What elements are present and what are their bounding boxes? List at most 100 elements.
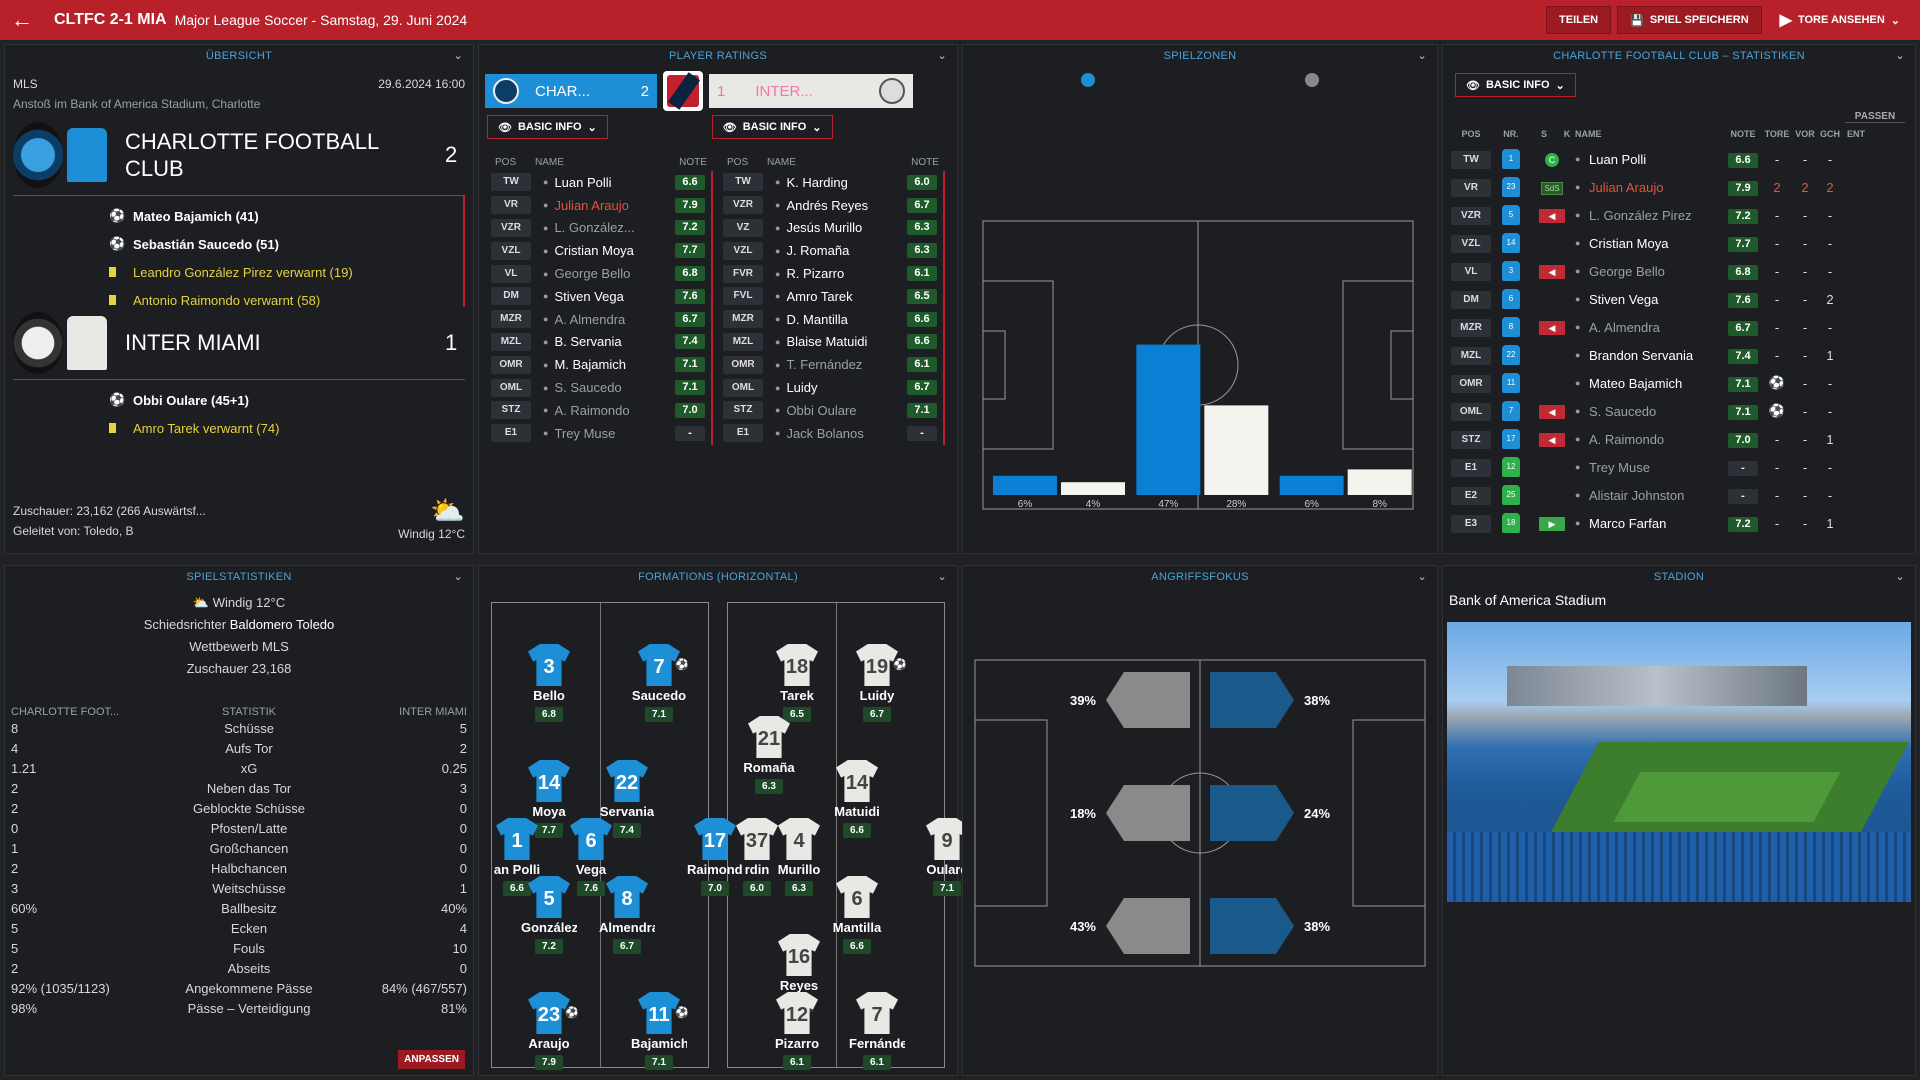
chevron-down-icon[interactable]: ⌄ bbox=[937, 50, 947, 62]
stats-row[interactable]: OMR 11 ● Mateo Bajamich 7.1 ⚽ - - bbox=[1449, 369, 1909, 397]
stats-row[interactable]: VL 3 ◀ ● George Bello 6.8 - - - bbox=[1449, 257, 1909, 285]
chevron-down-icon[interactable]: ⌄ bbox=[1417, 571, 1427, 583]
player-name[interactable]: A. Raimondo bbox=[1589, 431, 1665, 447]
formation-player[interactable]: 14 Moya 7.7 bbox=[521, 760, 577, 838]
adjust-button[interactable]: ANPASSEN bbox=[398, 1050, 465, 1069]
stats-row[interactable]: STZ 17 ◀ ● A. Raimondo 7.0 - - 1 bbox=[1449, 425, 1909, 453]
formation-player[interactable]: 18 Tarek 6.5 bbox=[769, 644, 825, 722]
share-button[interactable]: TEILEN bbox=[1546, 6, 1612, 34]
chevron-down-icon[interactable]: ⌄ bbox=[453, 571, 463, 583]
away-basic-info-dropdown[interactable]: 👁 BASIC INFO ⌄ bbox=[711, 115, 833, 139]
stats-row[interactable]: MZL 22 ● Brandon Servania 7.4 - - 1 bbox=[1449, 341, 1909, 369]
formation-player[interactable]: 1 an Polli 6.6 bbox=[489, 818, 545, 896]
stats-row[interactable]: E2 25 ● Alistair Johnston - - - - bbox=[1449, 481, 1909, 509]
player-name[interactable]: K. Harding bbox=[786, 174, 848, 190]
formation-player[interactable]: 3 Bello 6.8 bbox=[521, 644, 577, 722]
player-name[interactable]: Luan Polli bbox=[1589, 151, 1647, 167]
player-name[interactable]: Blaise Matuidi bbox=[786, 334, 868, 350]
player-name[interactable]: L. González... bbox=[554, 220, 635, 236]
player-name[interactable]: A. Almendra bbox=[554, 311, 626, 327]
stats-row[interactable]: E1 12 ● Trey Muse - - - - bbox=[1449, 453, 1909, 481]
player-name[interactable]: Marco Farfan bbox=[1589, 515, 1667, 531]
player-name[interactable]: Luan Polli bbox=[554, 174, 612, 190]
player-name[interactable]: George Bello bbox=[1589, 263, 1665, 279]
player-name[interactable]: Stiven Vega bbox=[1589, 291, 1659, 307]
player-name[interactable]: L. González Pirez bbox=[1589, 207, 1692, 223]
formation-player[interactable]: 8 Almendra 6.7 bbox=[599, 876, 655, 954]
formation-player[interactable]: 23 ⚽ Araujo 7.9 bbox=[521, 992, 579, 1070]
away-team-bar[interactable]: 1 INTER... bbox=[709, 74, 913, 108]
formation-player[interactable]: 11 ⚽ Bajamich 7.1 bbox=[631, 992, 689, 1070]
rating-row[interactable]: OML ● S. Saucedo 7.1 bbox=[491, 376, 711, 399]
formation-player[interactable]: 7 ⚽ Saucedo 7.1 bbox=[631, 644, 689, 722]
player-name[interactable]: Brandon Servania bbox=[1589, 347, 1694, 363]
rating-row[interactable]: VZ ● Jesús Murillo 6.3 bbox=[723, 217, 943, 240]
rating-row[interactable]: STZ ● Obbi Oulare 7.1 bbox=[723, 399, 943, 422]
player-name[interactable]: Trey Muse bbox=[554, 425, 616, 441]
back-arrow-icon[interactable]: ← bbox=[11, 7, 33, 32]
rating-row[interactable]: VZR ● L. González... 7.2 bbox=[491, 217, 711, 240]
rating-row[interactable]: E1 ● Jack Bolanos - bbox=[723, 422, 943, 445]
player-name[interactable]: D. Mantilla bbox=[786, 311, 848, 327]
player-name[interactable]: Mateo Bajamich bbox=[1589, 375, 1683, 391]
player-name[interactable]: Amro Tarek bbox=[786, 288, 853, 304]
home-team-name[interactable]: CHARLOTTE FOOTBALL bbox=[125, 129, 380, 154]
player-name[interactable]: Jesús Murillo bbox=[786, 220, 863, 236]
stats-basic-info-dropdown[interactable]: 👁 BASIC INFO ⌄ bbox=[1455, 73, 1576, 97]
player-name[interactable]: Jack Bolanos bbox=[786, 425, 864, 441]
player-name[interactable]: B. Servania bbox=[554, 334, 622, 350]
player-name[interactable]: T. Fernández bbox=[786, 357, 863, 373]
formation-player[interactable]: 22 Servania 7.4 bbox=[599, 760, 655, 838]
player-name[interactable]: S. Saucedo bbox=[1589, 403, 1657, 419]
player-name[interactable]: Obbi Oulare bbox=[786, 402, 857, 418]
rating-row[interactable]: VL ● George Bello 6.8 bbox=[491, 262, 711, 285]
rating-row[interactable]: OMR ● M. Bajamich 7.1 bbox=[491, 353, 711, 376]
stats-row[interactable]: VZL 14 ● Cristian Moya 7.7 - - - bbox=[1449, 229, 1909, 257]
player-name[interactable]: George Bello bbox=[554, 266, 631, 282]
formation-player[interactable]: 14 Matuidi 6.6 bbox=[829, 760, 885, 838]
rating-row[interactable]: E1 ● Trey Muse - bbox=[491, 422, 711, 445]
rating-row[interactable]: FVL ● Amro Tarek 6.5 bbox=[723, 285, 943, 308]
formation-player[interactable]: 12 Pizarro 6.1 bbox=[769, 992, 825, 1070]
player-name[interactable]: Andrés Reyes bbox=[786, 197, 869, 213]
rating-row[interactable]: VZL ● Cristian Moya 7.7 bbox=[491, 239, 711, 262]
home-team-bar[interactable]: CHAR... 2 bbox=[485, 74, 657, 108]
rating-row[interactable]: MZR ● D. Mantilla 6.6 bbox=[723, 308, 943, 331]
player-name[interactable]: S. Saucedo bbox=[554, 380, 622, 396]
rating-row[interactable]: VZR ● Andrés Reyes 6.7 bbox=[723, 194, 943, 217]
stats-row[interactable]: OML 7 ◀ ● S. Saucedo 7.1 ⚽ - - bbox=[1449, 397, 1909, 425]
formation-player[interactable]: 7 Fernández 6.1 bbox=[849, 992, 905, 1070]
player-name[interactable]: A. Raimondo bbox=[554, 402, 630, 418]
player-name[interactable]: Julian Araujo bbox=[554, 197, 629, 213]
chevron-down-icon[interactable]: ⌄ bbox=[1895, 50, 1905, 62]
rating-row[interactable]: MZL ● B. Servania 7.4 bbox=[491, 331, 711, 354]
rating-row[interactable]: DM ● Stiven Vega 7.6 bbox=[491, 285, 711, 308]
player-name[interactable]: Trey Muse bbox=[1589, 459, 1650, 475]
player-name[interactable]: Cristian Moya bbox=[554, 243, 634, 259]
stats-row[interactable]: E3 18 ▶ ● Marco Farfan 7.2 - - 1 bbox=[1449, 509, 1909, 537]
rating-row[interactable]: MZR ● A. Almendra 6.7 bbox=[491, 308, 711, 331]
stats-row[interactable]: VZR 5 ◀ ● L. González Pirez 7.2 - - - bbox=[1449, 201, 1909, 229]
chevron-down-icon[interactable]: ⌄ bbox=[937, 571, 947, 583]
formation-player[interactable]: 6 Vega 7.6 bbox=[563, 818, 619, 896]
player-name[interactable]: R. Pizarro bbox=[786, 266, 845, 282]
formation-player[interactable]: 9 ⚽ Oulare 7.1 bbox=[919, 818, 977, 896]
rating-row[interactable]: FVR ● R. Pizarro 6.1 bbox=[723, 262, 943, 285]
rating-row[interactable]: STZ ● A. Raimondo 7.0 bbox=[491, 399, 711, 422]
save-match-button[interactable]: 💾 SPIEL SPEICHERN bbox=[1617, 6, 1762, 34]
watch-goals-button[interactable]: ▶ TORE ANSEHEN ⌄ bbox=[1768, 6, 1912, 34]
formation-player[interactable]: 6 Mantilla 6.6 bbox=[829, 876, 885, 954]
player-name[interactable]: Alistair Johnston bbox=[1589, 487, 1685, 503]
away-team-name[interactable]: INTER MIAMI bbox=[125, 330, 261, 355]
formation-player[interactable]: 5 González Pirez 7.2 bbox=[521, 876, 577, 954]
rating-row[interactable]: VR ● Julian Araujo 7.9 bbox=[491, 194, 711, 217]
player-name[interactable]: Stiven Vega bbox=[554, 288, 624, 304]
player-name[interactable]: J. Romaña bbox=[786, 243, 850, 259]
chevron-down-icon[interactable]: ⌄ bbox=[1417, 50, 1427, 62]
rating-row[interactable]: MZL ● Blaise Matuidi 6.6 bbox=[723, 331, 943, 354]
chevron-down-icon[interactable]: ⌄ bbox=[453, 50, 463, 62]
player-name[interactable]: A. Almendra bbox=[1589, 319, 1660, 335]
player-name[interactable]: Luidy bbox=[786, 380, 818, 396]
player-name[interactable]: M. Bajamich bbox=[554, 357, 626, 373]
stats-row[interactable]: DM 6 ● Stiven Vega 7.6 - - 2 bbox=[1449, 285, 1909, 313]
